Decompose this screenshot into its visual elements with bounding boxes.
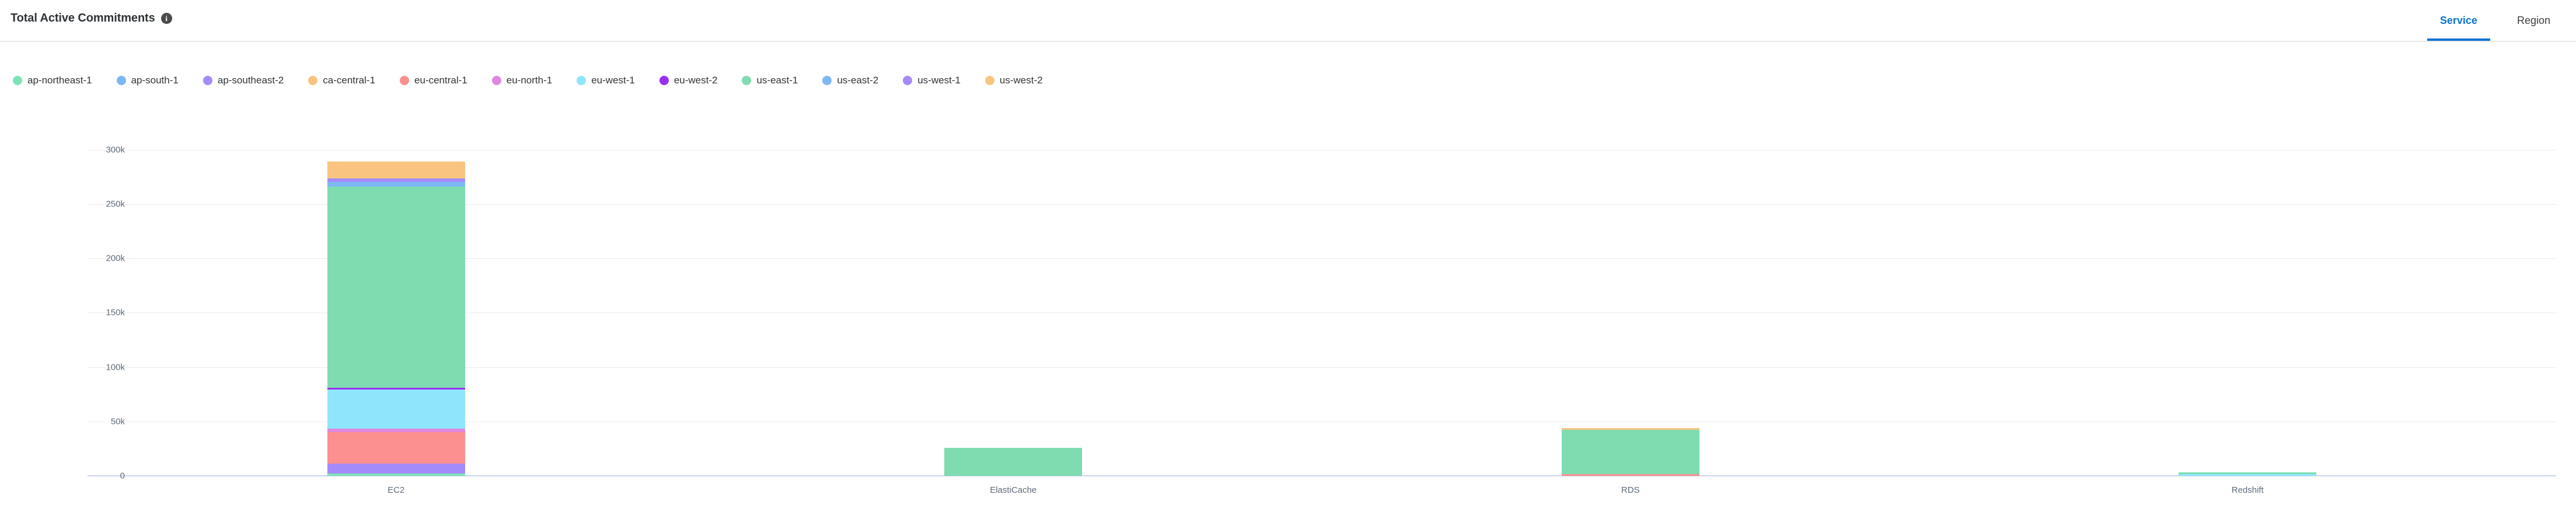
legend-item-us-east-1[interactable]: us-east-1 bbox=[742, 75, 798, 86]
tab-service[interactable]: Service bbox=[2420, 0, 2497, 41]
bar-segment-ElastiCache-us-east-1[interactable] bbox=[944, 448, 1083, 476]
gridline bbox=[88, 204, 2556, 205]
gridline bbox=[88, 258, 2556, 259]
legend-swatch-icon bbox=[985, 76, 994, 85]
y-axis-tick-label: 100k bbox=[106, 362, 125, 373]
legend-item-eu-north-1[interactable]: eu-north-1 bbox=[491, 75, 553, 86]
legend-item-label: eu-west-2 bbox=[673, 75, 718, 86]
legend-item-label: eu-central-1 bbox=[414, 75, 467, 86]
legend-item-label: ca-central-1 bbox=[323, 75, 376, 86]
chart-legend: ap-northeast-1 ap-south-1 ap-southeast-2 ca… bbox=[13, 75, 1067, 86]
legend-item-ap-northeast-1[interactable]: ap-northeast-1 bbox=[13, 75, 92, 86]
bar-segment-Redshift-eu-west-1[interactable] bbox=[2179, 474, 2317, 476]
legend-swatch-icon bbox=[659, 76, 669, 85]
legend-item-ap-southeast-2[interactable]: ap-southeast-2 bbox=[203, 75, 284, 86]
y-axis-tick-label: 200k bbox=[106, 253, 125, 264]
legend-swatch-icon bbox=[491, 76, 501, 85]
y-axis-tick-label: 150k bbox=[106, 307, 125, 318]
bar-segment-RDS-eu-central-1[interactable] bbox=[1561, 474, 1699, 476]
bar-segment-EC2-eu-central-1[interactable] bbox=[327, 432, 465, 464]
bar-segment-EC2-eu-west-2[interactable] bbox=[327, 388, 465, 390]
legend-item-label: ap-southeast-2 bbox=[217, 75, 284, 86]
y-axis-tick-label: 250k bbox=[106, 199, 125, 209]
panel-header: Total Active Commitments i Service Region bbox=[0, 0, 2576, 42]
bar-segment-EC2-us-west-2[interactable] bbox=[327, 162, 465, 179]
legend-item-label: eu-west-1 bbox=[591, 75, 635, 86]
bar-segment-RDS-us-west-2[interactable] bbox=[1561, 427, 1699, 430]
y-axis-tick-label: 0 bbox=[120, 471, 125, 481]
legend-item-label: ap-south-1 bbox=[131, 75, 179, 86]
legend-item-label: us-east-2 bbox=[837, 75, 879, 86]
bar-segment-RDS-us-east-1[interactable] bbox=[1561, 429, 1699, 475]
legend-item-label: us-west-2 bbox=[999, 75, 1043, 86]
legend-item-us-west-2[interactable]: us-west-2 bbox=[985, 75, 1043, 86]
legend-item-eu-west-2[interactable]: eu-west-2 bbox=[659, 75, 718, 86]
legend-item-ap-south-1[interactable]: ap-south-1 bbox=[116, 75, 179, 86]
y-axis-tick-label: 50k bbox=[110, 416, 125, 427]
plot-region: 0 50k 100k 150k 200k 250k 300k EC2 ElastiCache RD… bbox=[88, 139, 2556, 495]
title-group: Total Active Commitments i bbox=[11, 12, 172, 25]
chart-area: 0 50k 100k 150k 200k 250k 300k EC2 ElastiCache RD… bbox=[0, 104, 2576, 512]
legend-item-label: ap-northeast-1 bbox=[27, 75, 92, 86]
legend-item-label: us-east-1 bbox=[756, 75, 798, 86]
view-tabs: Service Region bbox=[2420, 0, 2570, 42]
gridline bbox=[88, 367, 2556, 368]
bar-segment-EC2-ap-northeast-1[interactable] bbox=[327, 474, 465, 476]
legend-item-label: us-west-1 bbox=[917, 75, 961, 86]
bar-segment-EC2-us-east-2[interactable] bbox=[327, 182, 465, 187]
legend-item-label: eu-north-1 bbox=[506, 75, 553, 86]
legend-swatch-icon bbox=[577, 76, 587, 85]
legend-swatch-icon bbox=[400, 76, 410, 85]
tab-region[interactable]: Region bbox=[2516, 14, 2550, 26]
bar-group-EC2[interactable] bbox=[327, 139, 465, 476]
bar-group-RDS[interactable] bbox=[1561, 139, 1699, 476]
x-axis-tick-label: RDS bbox=[1621, 485, 1640, 495]
legend-swatch-icon bbox=[822, 76, 832, 85]
x-axis-tick-label: EC2 bbox=[388, 485, 405, 495]
legend-swatch-icon bbox=[203, 76, 212, 85]
legend-swatch-icon bbox=[13, 76, 22, 85]
x-axis-tick-label: Redshift bbox=[2231, 485, 2264, 495]
legend-item-ca-central-1[interactable]: ca-central-1 bbox=[308, 75, 375, 86]
bar-segment-EC2-ap-southeast-2[interactable] bbox=[327, 463, 465, 474]
legend-swatch-icon bbox=[903, 76, 913, 85]
bar-segment-Redshift-us-east-1[interactable] bbox=[2179, 472, 2317, 474]
bar-group-ElastiCache[interactable] bbox=[944, 139, 1083, 476]
legend-item-eu-west-1[interactable]: eu-west-1 bbox=[577, 75, 635, 86]
page-title: Total Active Commitments bbox=[11, 12, 155, 24]
bar-segment-EC2-eu-north-1[interactable] bbox=[327, 429, 465, 432]
legend-item-us-east-2[interactable]: us-east-2 bbox=[822, 75, 878, 86]
bar-segment-EC2-eu-west-1[interactable] bbox=[327, 390, 465, 429]
bar-segment-EC2-us-east-1[interactable] bbox=[327, 187, 465, 388]
bar-group-Redshift[interactable] bbox=[2179, 139, 2317, 476]
bar-segment-EC2-us-west-1[interactable] bbox=[327, 178, 465, 183]
info-icon[interactable]: i bbox=[160, 13, 172, 24]
legend-swatch-icon bbox=[742, 76, 752, 85]
x-axis-tick-label: ElastiCache bbox=[990, 485, 1037, 495]
legend-swatch-icon bbox=[308, 76, 318, 85]
axis-baseline bbox=[88, 475, 2556, 476]
legend-swatch-icon bbox=[116, 76, 126, 85]
legend-item-us-west-1[interactable]: us-west-1 bbox=[903, 75, 961, 86]
legend-item-eu-central-1[interactable]: eu-central-1 bbox=[400, 75, 467, 86]
y-axis-tick-label: 300k bbox=[106, 145, 125, 155]
